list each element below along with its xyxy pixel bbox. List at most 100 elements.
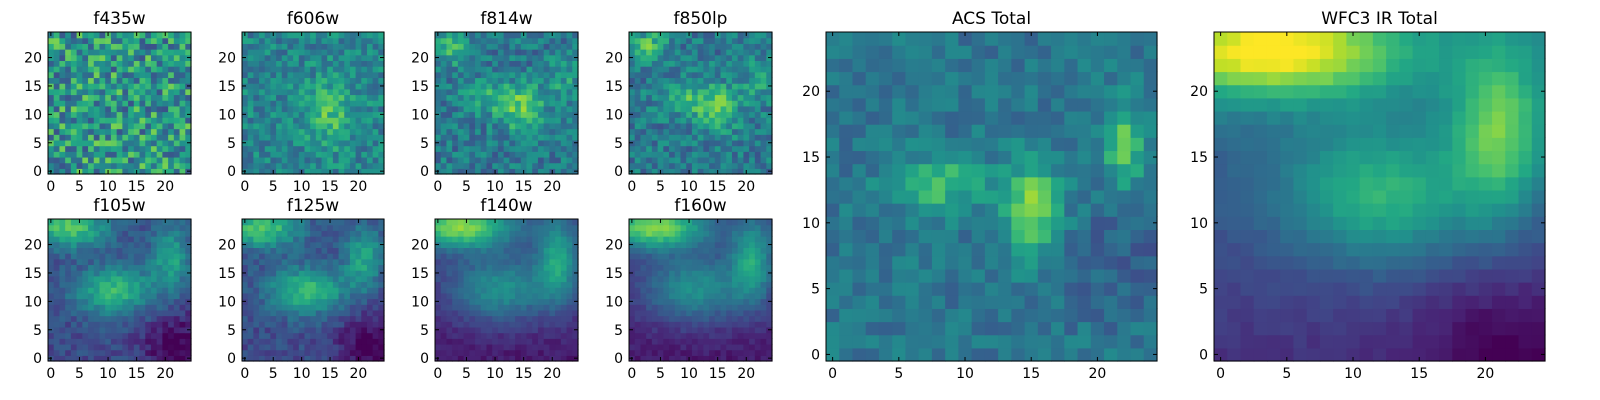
heatmap-cell [253,270,260,277]
heatmap-cell [749,139,756,147]
heatmap-cell [663,309,670,317]
heatmap-cell [139,168,146,175]
heatmap-cell [99,134,106,141]
heatmap-cell [145,275,152,283]
heatmap-cell [737,83,744,90]
heatmap-cell [497,224,505,231]
heatmap-cell [492,258,499,266]
heatmap-cell [150,100,158,107]
heatmap-cell [276,83,283,90]
heatmap-cell [168,134,175,141]
heatmap-cell [173,37,181,44]
heatmap-cell [549,94,556,101]
heatmap-cell [440,139,448,147]
heatmap-cell [366,321,374,328]
heatmap-cell [543,111,550,118]
heatmap-cell [276,219,283,226]
heatmap-cell [105,111,112,118]
heatmap-cell [372,139,379,147]
heatmap-cell [372,151,379,158]
heatmap-cell [760,128,767,135]
heatmap-cell [669,134,676,141]
heatmap-cell [168,219,175,226]
heatmap-cell [116,32,123,39]
heatmap-cell [287,83,294,90]
heatmap-cell [497,77,505,84]
heatmap-cell [270,332,277,339]
heatmap-cell [281,128,289,135]
heatmap-cell [452,292,459,300]
heatmap-cell [355,88,362,96]
heatmap-cell [304,321,311,328]
heatmap-cell [93,219,101,226]
heatmap-cell [378,66,385,73]
heatmap-cell [480,270,488,277]
heatmap-cell [133,349,141,356]
heatmap-cell [520,49,528,56]
heatmap-cell [168,77,175,84]
heatmap-cell [766,88,773,96]
heatmap-cell [754,292,762,300]
heatmap-cell [669,338,676,345]
heatmap-cell [82,355,89,362]
heatmap-cell [116,275,123,283]
heatmap-cell [469,258,476,266]
heatmap-cell [657,270,664,277]
heatmap-cell [560,236,568,243]
heatmap-cell [709,100,716,107]
heatmap-cell [53,315,61,322]
heatmap-cell [116,139,123,147]
heatmap-cell [646,270,653,277]
heatmap-cell [703,128,710,135]
heatmap-cell [59,60,66,67]
heatmap-cell [480,275,488,283]
heatmap-cell [162,298,169,305]
heatmap-cell [469,122,476,130]
heatmap-cell [440,71,448,79]
heatmap-cell [560,275,568,283]
heatmap-cell [515,100,522,107]
heatmap-cell [372,247,379,254]
heatmap-cell [298,224,306,231]
heatmap-cell [315,264,323,271]
heatmap-cell [720,100,727,107]
heatmap-cell [657,315,664,322]
heatmap-cell [703,162,710,169]
heatmap-cell [515,230,522,237]
heatmap-cell [709,60,716,67]
x-tick-label: 10 [486,179,504,195]
heatmap-cell [686,54,693,61]
heatmap-cell [560,224,568,231]
heatmap-cell [59,281,66,288]
heatmap-cell [156,168,163,175]
heatmap-cell [355,315,362,322]
heatmap-cell [754,60,762,67]
heatmap-cell [486,270,493,277]
heatmap-cell [82,117,89,124]
heatmap-cell [247,292,254,300]
heatmap-cell [691,71,699,79]
heatmap-cell [480,145,488,152]
heatmap-cell [669,139,676,147]
heatmap-cell [139,349,146,356]
heatmap-cell [714,145,722,152]
heatmap-cell [76,117,83,124]
heatmap-cell [247,105,254,113]
heatmap-cell [293,162,300,169]
heatmap-cell [70,236,78,243]
heatmap-cell [549,332,556,339]
heatmap-cell [99,264,106,271]
heatmap-cell [88,88,95,96]
heatmap-cell [315,332,323,339]
heatmap-cell [133,43,141,50]
heatmap-cell [145,37,152,44]
heatmap-cell [446,49,453,56]
heatmap-cell [264,326,271,334]
heatmap-cell [185,304,192,311]
heatmap-cell [457,37,465,44]
heatmap-cell [549,258,556,266]
heatmap-cell [105,134,112,141]
heatmap-cell [686,292,693,300]
heatmap-cell [509,309,516,317]
